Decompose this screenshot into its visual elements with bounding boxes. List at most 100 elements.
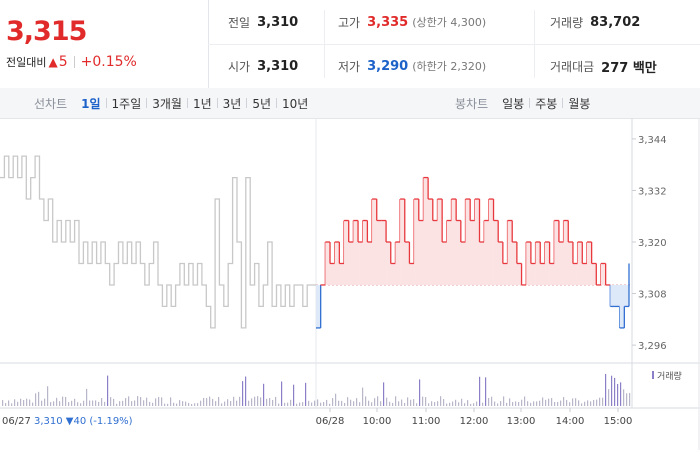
divider [246,98,248,108]
volume-bar [581,403,583,406]
volume-bar [176,403,178,406]
volume-bar [446,403,448,406]
price-area-fill [572,263,578,285]
volume-bar [269,397,271,406]
volume-bar [398,401,400,406]
price-area-fill [334,242,340,285]
price-area-fill [619,284,625,328]
volume-bar [434,402,436,406]
volume-bar [212,398,214,406]
volume-bar [542,397,544,406]
volume-bar [563,397,565,406]
divider [324,10,325,78]
volume-bar [287,402,289,406]
divider [216,98,218,108]
volume-bar [578,400,580,406]
price-area-fill [362,220,368,285]
volume-bar [410,399,412,406]
price-area-fill [512,242,518,285]
volume-bar [515,401,517,406]
divider [73,56,75,68]
price-area-fill [530,263,536,285]
volume-bar [347,397,349,406]
volume-bar [569,402,571,406]
line-period-tab-2[interactable]: 3개월 [152,96,182,111]
volume-bar [608,389,610,406]
price-area-fill [460,242,466,285]
price-area-fill [381,220,387,285]
price-area-fill [446,220,452,285]
volume-bar [281,381,283,406]
volume-bar [368,400,370,406]
price-area-fill [432,220,438,285]
volume-bar [623,389,625,406]
volume-bar [113,398,115,406]
volume-bar [359,402,361,406]
volume-bar [530,402,532,406]
volume-bar [614,377,616,406]
x-tick-label: 15:00 [604,416,633,427]
volume-bar [374,398,376,406]
candle-period-tab-1[interactable]: 주봉 [535,96,558,111]
divider [146,98,148,108]
volume-bar [524,396,526,406]
volume-bar [191,403,193,406]
volume-bar [47,386,49,406]
volume-bar [311,402,313,406]
volume-bar [152,402,154,406]
line-period-tab-1[interactable]: 1주일 [111,96,142,111]
change-value: 5 [58,54,68,70]
price-area-fill [624,284,630,307]
price-area-fill [400,199,406,285]
volume-bar [77,402,79,406]
volume-bar [395,396,397,406]
volume-stat: 거래량 83,702 [550,0,640,44]
volume-bar [428,403,430,406]
volume-bar [293,384,295,406]
line-period-tab-4[interactable]: 3년 [222,96,242,111]
high-stat: 고가 3,335 (상한가 4,300) [338,0,486,44]
volume-bar [170,397,172,406]
volume-bar [596,399,598,406]
price-area-fill [423,177,429,285]
volume-bar [296,403,298,406]
volume-bar [80,403,82,406]
volume-bar [116,403,118,406]
volume-bar [461,398,463,406]
volume-bar [26,398,28,406]
volume-bar [365,396,367,406]
price-area-fill [563,220,569,285]
price-area-fill [390,263,396,285]
volume-bar [140,397,142,406]
price-area-fill [470,220,476,285]
volume-bar [35,393,37,406]
volume-bar [452,401,454,406]
price-area-fill [316,284,321,328]
volume-bar [401,399,403,406]
volume-bar [509,398,511,406]
candle-period-tab-2[interactable]: 월봉 [568,96,591,111]
volume-bar [95,400,97,406]
x-tick-label: 10:00 [363,416,392,427]
volume-bar [419,379,421,406]
volume-bar [629,393,631,406]
candle-period-tab-0[interactable]: 일봉 [502,96,525,111]
line-period-tab-6[interactable]: 10년 [282,96,309,111]
price-area-fill [582,263,588,285]
volume-bar [233,396,235,406]
line-period-tab-0[interactable]: 1일 [81,96,101,111]
volume-bar [521,399,523,406]
volume-bar [257,396,259,406]
line-period-tab-3[interactable]: 1년 [192,96,212,111]
price-area-fill [610,284,616,307]
price-area-fill [591,263,597,285]
volume-bar [602,397,604,406]
price-area-fill [451,199,457,285]
volume-bar [308,400,310,406]
volume-bar [575,398,577,406]
volume-bar [599,397,601,406]
chart-period-tabs: 선차트 1일 1주일 3개월 1년 3년 5년 10년 봉차트 일봉 주봉 월봉 [0,88,700,119]
price-area-fill [554,220,560,285]
volume-bar [245,376,247,406]
line-period-tab-5[interactable]: 5년 [252,96,272,111]
